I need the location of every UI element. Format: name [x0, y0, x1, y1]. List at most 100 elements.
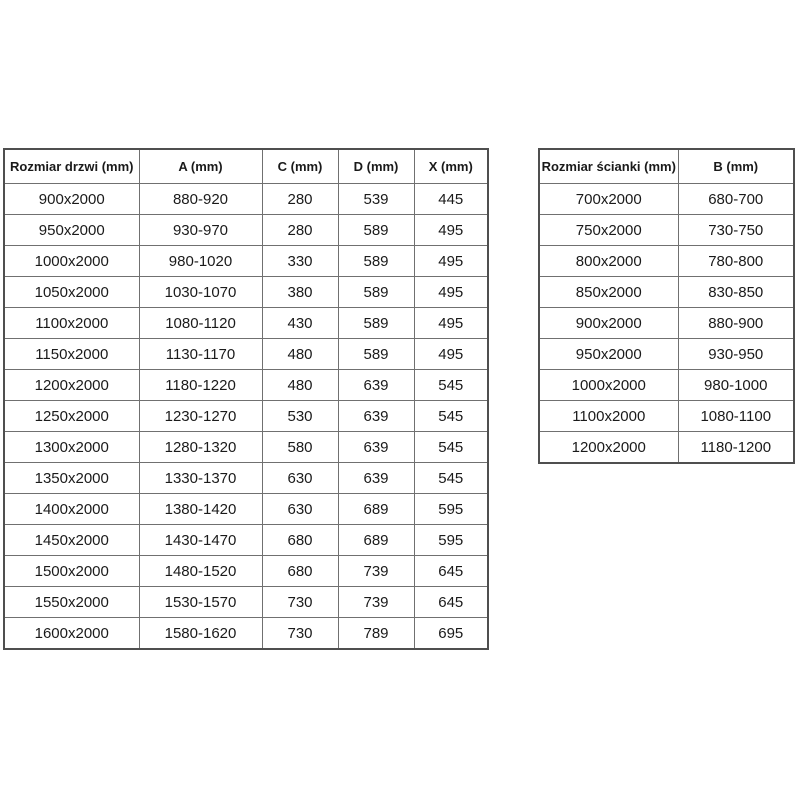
table-cell: 530: [261, 400, 339, 432]
table-cell: 430: [261, 307, 339, 339]
table-cell: 750x2000: [538, 214, 679, 246]
table-cell: 539: [337, 183, 415, 215]
table-cell: 689: [337, 524, 415, 556]
table-cell: 589: [337, 214, 415, 246]
table-row: 1200x2000 1180-1220 480 639 545: [3, 369, 489, 401]
table-cell: 480: [261, 369, 339, 401]
table-row: 900x2000 880-920 280 539 445: [3, 183, 489, 215]
table-cell: 930-970: [138, 214, 263, 246]
column-header: Rozmiar drzwi (mm): [3, 148, 140, 184]
table-cell: 1080-1120: [138, 307, 263, 339]
table-row: 1000x2000 980-1020 330 589 495: [3, 245, 489, 277]
table-cell: 1200x2000: [538, 431, 679, 464]
table-cell: 545: [413, 431, 489, 463]
table-cell: 689: [337, 493, 415, 525]
table-cell: 900x2000: [538, 307, 679, 339]
table-cell: 950x2000: [3, 214, 140, 246]
column-header: D (mm): [337, 148, 415, 184]
table-cell: 1300x2000: [3, 431, 140, 463]
table-row: 850x2000 830-850: [538, 276, 795, 308]
table-cell: 1600x2000: [3, 617, 140, 650]
table-cell: 900x2000: [3, 183, 140, 215]
table-row: 900x2000 880-900: [538, 307, 795, 339]
table-cell: 1180-1200: [677, 431, 795, 464]
table-cell: 1580-1620: [138, 617, 263, 650]
table-row: 1500x2000 1480-1520 680 739 645: [3, 555, 489, 587]
table-cell: 1180-1220: [138, 369, 263, 401]
table-cell: 445: [413, 183, 489, 215]
table-cell: 950x2000: [538, 338, 679, 370]
table-cell: 380: [261, 276, 339, 308]
table-cell: 645: [413, 586, 489, 618]
table-cell: 850x2000: [538, 276, 679, 308]
table-cell: 495: [413, 338, 489, 370]
column-header: C (mm): [261, 148, 339, 184]
table-cell: 1480-1520: [138, 555, 263, 587]
table-cell: 280: [261, 183, 339, 215]
column-header: A (mm): [138, 148, 263, 184]
table-row: 1350x2000 1330-1370 630 639 545: [3, 462, 489, 494]
table-row: 1050x2000 1030-1070 380 589 495: [3, 276, 489, 308]
table-cell: 630: [261, 493, 339, 525]
table-cell: 1080-1100: [677, 400, 795, 432]
table-row: 800x2000 780-800: [538, 245, 795, 277]
table-cell: 1330-1370: [138, 462, 263, 494]
table-row: 1100x2000 1080-1100: [538, 400, 795, 432]
table-cell: 1350x2000: [3, 462, 140, 494]
table-cell: 680: [261, 524, 339, 556]
table-cell: 800x2000: [538, 245, 679, 277]
table-cell: 739: [337, 586, 415, 618]
table-cell: 880-900: [677, 307, 795, 339]
table-row: 700x2000 680-700: [538, 183, 795, 215]
table-cell: 780-800: [677, 245, 795, 277]
table-cell: 980-1020: [138, 245, 263, 277]
table-cell: 730-750: [677, 214, 795, 246]
table-cell: 1200x2000: [3, 369, 140, 401]
column-header: Rozmiar ścianki (mm): [538, 148, 679, 184]
table-cell: 589: [337, 276, 415, 308]
table-cell: 645: [413, 555, 489, 587]
table-cell: 1280-1320: [138, 431, 263, 463]
table-cell: 1100x2000: [3, 307, 140, 339]
door-sizes-table: Rozmiar drzwi (mm) A (mm) C (mm) D (mm) X (m…: [3, 148, 489, 650]
table-cell: 639: [337, 400, 415, 432]
table-cell: 1150x2000: [3, 338, 140, 370]
table-cell: 495: [413, 307, 489, 339]
table-cell: 630: [261, 462, 339, 494]
table-cell: 1030-1070: [138, 276, 263, 308]
table-cell: 1500x2000: [3, 555, 140, 587]
table-cell: 980-1000: [677, 369, 795, 401]
table-cell: 580: [261, 431, 339, 463]
table-cell: 639: [337, 462, 415, 494]
table-cell: 589: [337, 307, 415, 339]
table-row: 950x2000 930-950: [538, 338, 795, 370]
column-header: B (mm): [677, 148, 795, 184]
column-header: X (mm): [413, 148, 489, 184]
table-cell: 739: [337, 555, 415, 587]
table-row: 1200x2000 1180-1200: [538, 431, 795, 464]
table-row: 1600x2000 1580-1620 730 789 695: [3, 617, 489, 650]
table-row: 1250x2000 1230-1270 530 639 545: [3, 400, 489, 432]
table-cell: 789: [337, 617, 415, 650]
table-cell: 1000x2000: [3, 245, 140, 277]
table-row: 950x2000 930-970 280 589 495: [3, 214, 489, 246]
table-cell: 495: [413, 214, 489, 246]
table-cell: 1000x2000: [538, 369, 679, 401]
table-cell: 930-950: [677, 338, 795, 370]
table-cell: 695: [413, 617, 489, 650]
table-row: 1000x2000 980-1000: [538, 369, 795, 401]
table-cell: 830-850: [677, 276, 795, 308]
table-cell: 639: [337, 431, 415, 463]
table-cell: 1130-1170: [138, 338, 263, 370]
table-cell: 680: [261, 555, 339, 587]
table-cell: 1100x2000: [538, 400, 679, 432]
table-cell: 480: [261, 338, 339, 370]
table-cell: 700x2000: [538, 183, 679, 215]
table-cell: 330: [261, 245, 339, 277]
table-cell: 1050x2000: [3, 276, 140, 308]
table-cell: 680-700: [677, 183, 795, 215]
wall-sizes-table: Rozmiar ścianki (mm) B (mm) 700x2000 680-70…: [538, 148, 795, 464]
table-cell: 730: [261, 617, 339, 650]
table-row: 750x2000 730-750: [538, 214, 795, 246]
table-cell: 880-920: [138, 183, 263, 215]
